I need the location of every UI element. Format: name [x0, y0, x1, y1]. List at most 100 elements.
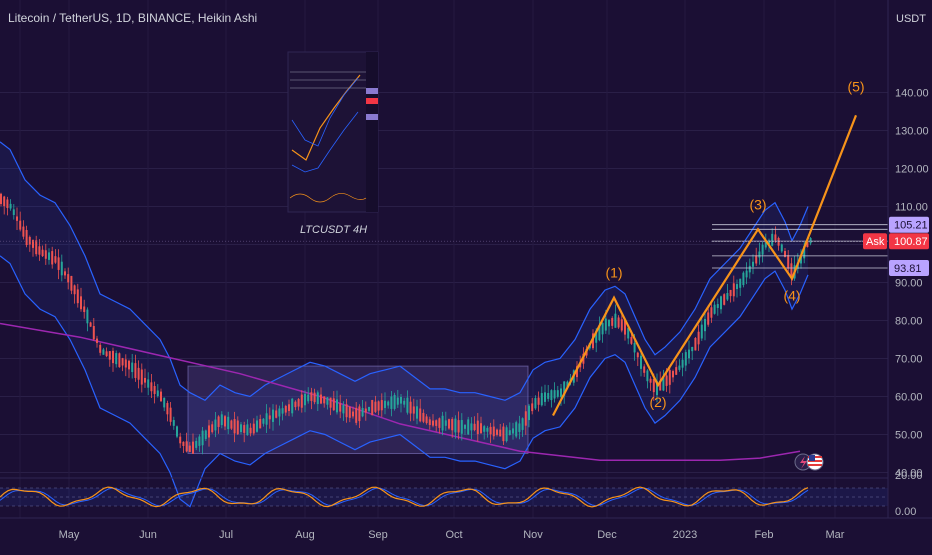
- candle: [550, 390, 553, 401]
- symbol-title[interactable]: Litecoin / TetherUS, 1D, BINANCE, Heikin…: [8, 11, 257, 25]
- candle: [224, 416, 226, 427]
- ask-label[interactable]: Ask: [866, 236, 885, 248]
- candle: [329, 397, 332, 408]
- candle: [803, 245, 806, 259]
- candle: [323, 396, 326, 404]
- candle: [70, 275, 73, 291]
- candle: [422, 412, 425, 422]
- candle: [787, 255, 790, 269]
- oscillator-panel: [0, 477, 932, 508]
- candle: [176, 426, 178, 437]
- candle: [368, 406, 370, 411]
- candle: [76, 289, 79, 304]
- candle: [128, 360, 130, 370]
- wave-label: (3): [749, 196, 766, 212]
- time-tick-label: 2023: [673, 529, 697, 541]
- price-tick-label: 40.00: [895, 468, 923, 480]
- candle: [790, 263, 793, 278]
- candle: [236, 420, 239, 435]
- time-tick-label: Nov: [523, 529, 543, 541]
- candle: [633, 343, 636, 353]
- ask-tag[interactable]: [863, 233, 887, 250]
- bollinger-bands: [0, 141, 809, 508]
- candle: [496, 429, 498, 435]
- candle: [761, 244, 764, 255]
- candle: [332, 398, 335, 411]
- candle: [563, 381, 566, 396]
- candle: [547, 392, 550, 399]
- candle: [403, 400, 406, 405]
- band-fill: [0, 141, 808, 507]
- candle: [646, 370, 649, 382]
- candle: [601, 322, 604, 335]
- candle: [86, 309, 89, 324]
- candle: [99, 344, 102, 353]
- candle: [188, 445, 191, 452]
- candle: [499, 429, 502, 437]
- candle: [380, 400, 383, 411]
- time-tick-label: Jun: [139, 529, 157, 541]
- candle: [166, 403, 169, 415]
- osc-tick-label: 0.00: [895, 506, 916, 518]
- candle: [435, 420, 438, 426]
- inset-chart: [287, 51, 379, 213]
- candle: [172, 420, 175, 426]
- time-tick-label: Mar: [826, 529, 845, 541]
- candle: [240, 424, 242, 433]
- wave-label: (4): [783, 288, 800, 304]
- candle: [307, 394, 310, 402]
- price-tick-label: 120.00: [895, 164, 929, 176]
- candle: [659, 380, 662, 391]
- candle: [64, 271, 66, 276]
- candle: [313, 392, 316, 403]
- candle: [412, 406, 415, 414]
- candle: [121, 358, 124, 366]
- candle: [771, 233, 774, 246]
- price-tick-label: 110.00: [895, 202, 928, 214]
- candle: [73, 285, 76, 295]
- candle: [32, 240, 34, 248]
- candle: [131, 362, 134, 373]
- inset-level-tag: [366, 114, 378, 120]
- candle: [112, 350, 114, 364]
- candle: [745, 270, 748, 278]
- candle: [108, 351, 111, 360]
- candle: [35, 240, 38, 255]
- candle: [723, 294, 726, 305]
- candle: [700, 324, 703, 339]
- candle: [316, 392, 319, 405]
- candle: [147, 379, 150, 388]
- candle: [268, 415, 271, 420]
- candle: [304, 393, 306, 406]
- candle: [752, 261, 754, 267]
- candle: [656, 381, 658, 396]
- time-tick-label: Jul: [219, 529, 233, 541]
- candle: [454, 418, 457, 433]
- time-tick-label: May: [59, 529, 80, 541]
- candle: [284, 405, 287, 413]
- candle: [457, 420, 460, 433]
- candle: [320, 394, 322, 404]
- candle: [185, 441, 188, 452]
- candle: [438, 418, 441, 428]
- candle: [467, 419, 470, 435]
- candle: [150, 382, 153, 392]
- candle: [576, 366, 578, 378]
- candle: [211, 424, 214, 433]
- candle: [675, 367, 678, 375]
- candle: [288, 404, 290, 412]
- candle: [643, 366, 646, 373]
- candle: [192, 441, 194, 454]
- candle: [265, 413, 268, 425]
- candle: [480, 423, 482, 434]
- candle: [777, 238, 780, 246]
- candle: [230, 420, 233, 429]
- inset-axis: [366, 52, 378, 212]
- candle: [691, 346, 694, 352]
- candle: [156, 390, 159, 397]
- candle: [67, 274, 70, 283]
- candle: [105, 351, 108, 357]
- us-flag-icon[interactable]: [806, 453, 824, 471]
- candle: [774, 234, 777, 241]
- osc-signal-line: [0, 487, 809, 507]
